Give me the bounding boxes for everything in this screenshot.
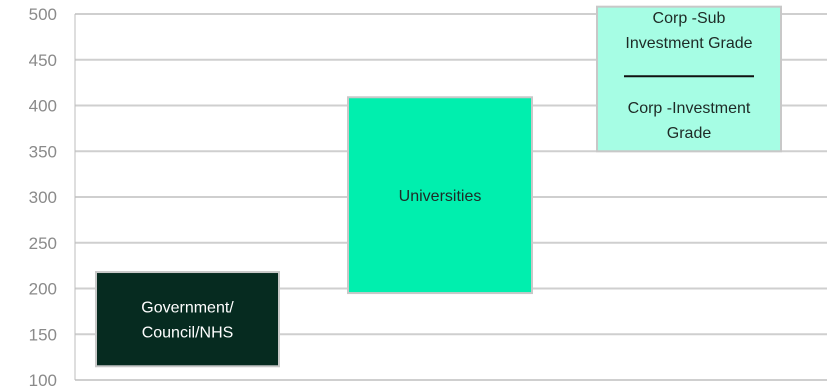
y-tick-label: 100 bbox=[29, 371, 57, 390]
bar-label: Government/ bbox=[141, 300, 234, 317]
bar bbox=[596, 5, 782, 153]
bar-label: Corp -Investment bbox=[628, 100, 751, 117]
bar-label: Investment Grade bbox=[625, 35, 752, 52]
y-tick-label: 300 bbox=[29, 188, 57, 207]
y-tick-label: 500 bbox=[29, 5, 57, 24]
bar-label: Council/NHS bbox=[142, 325, 234, 342]
bar-group: Corp -Sub Investment Grade Corp -Investmen… bbox=[596, 5, 782, 153]
y-tick-label: 400 bbox=[29, 97, 57, 116]
y-tick-label: 450 bbox=[29, 51, 57, 70]
bars: Government/Council/NHS Universities Corp -… bbox=[95, 5, 782, 368]
y-tick-label: 150 bbox=[29, 325, 57, 344]
bar bbox=[347, 96, 533, 295]
bar-group: Universities bbox=[347, 96, 533, 295]
bar-group: Government/Council/NHS bbox=[95, 271, 280, 368]
y-axis: 100 150 200 250 300 350 400 450 500 bbox=[29, 5, 76, 390]
y-tick-label: 200 bbox=[29, 280, 57, 299]
bar-label: Universities bbox=[399, 188, 482, 205]
y-tick-label: 250 bbox=[29, 234, 57, 253]
bar-label: Corp -Sub bbox=[653, 10, 726, 27]
bar-label: Grade bbox=[667, 125, 712, 142]
bar bbox=[95, 271, 280, 368]
y-tick-label: 350 bbox=[29, 142, 57, 161]
